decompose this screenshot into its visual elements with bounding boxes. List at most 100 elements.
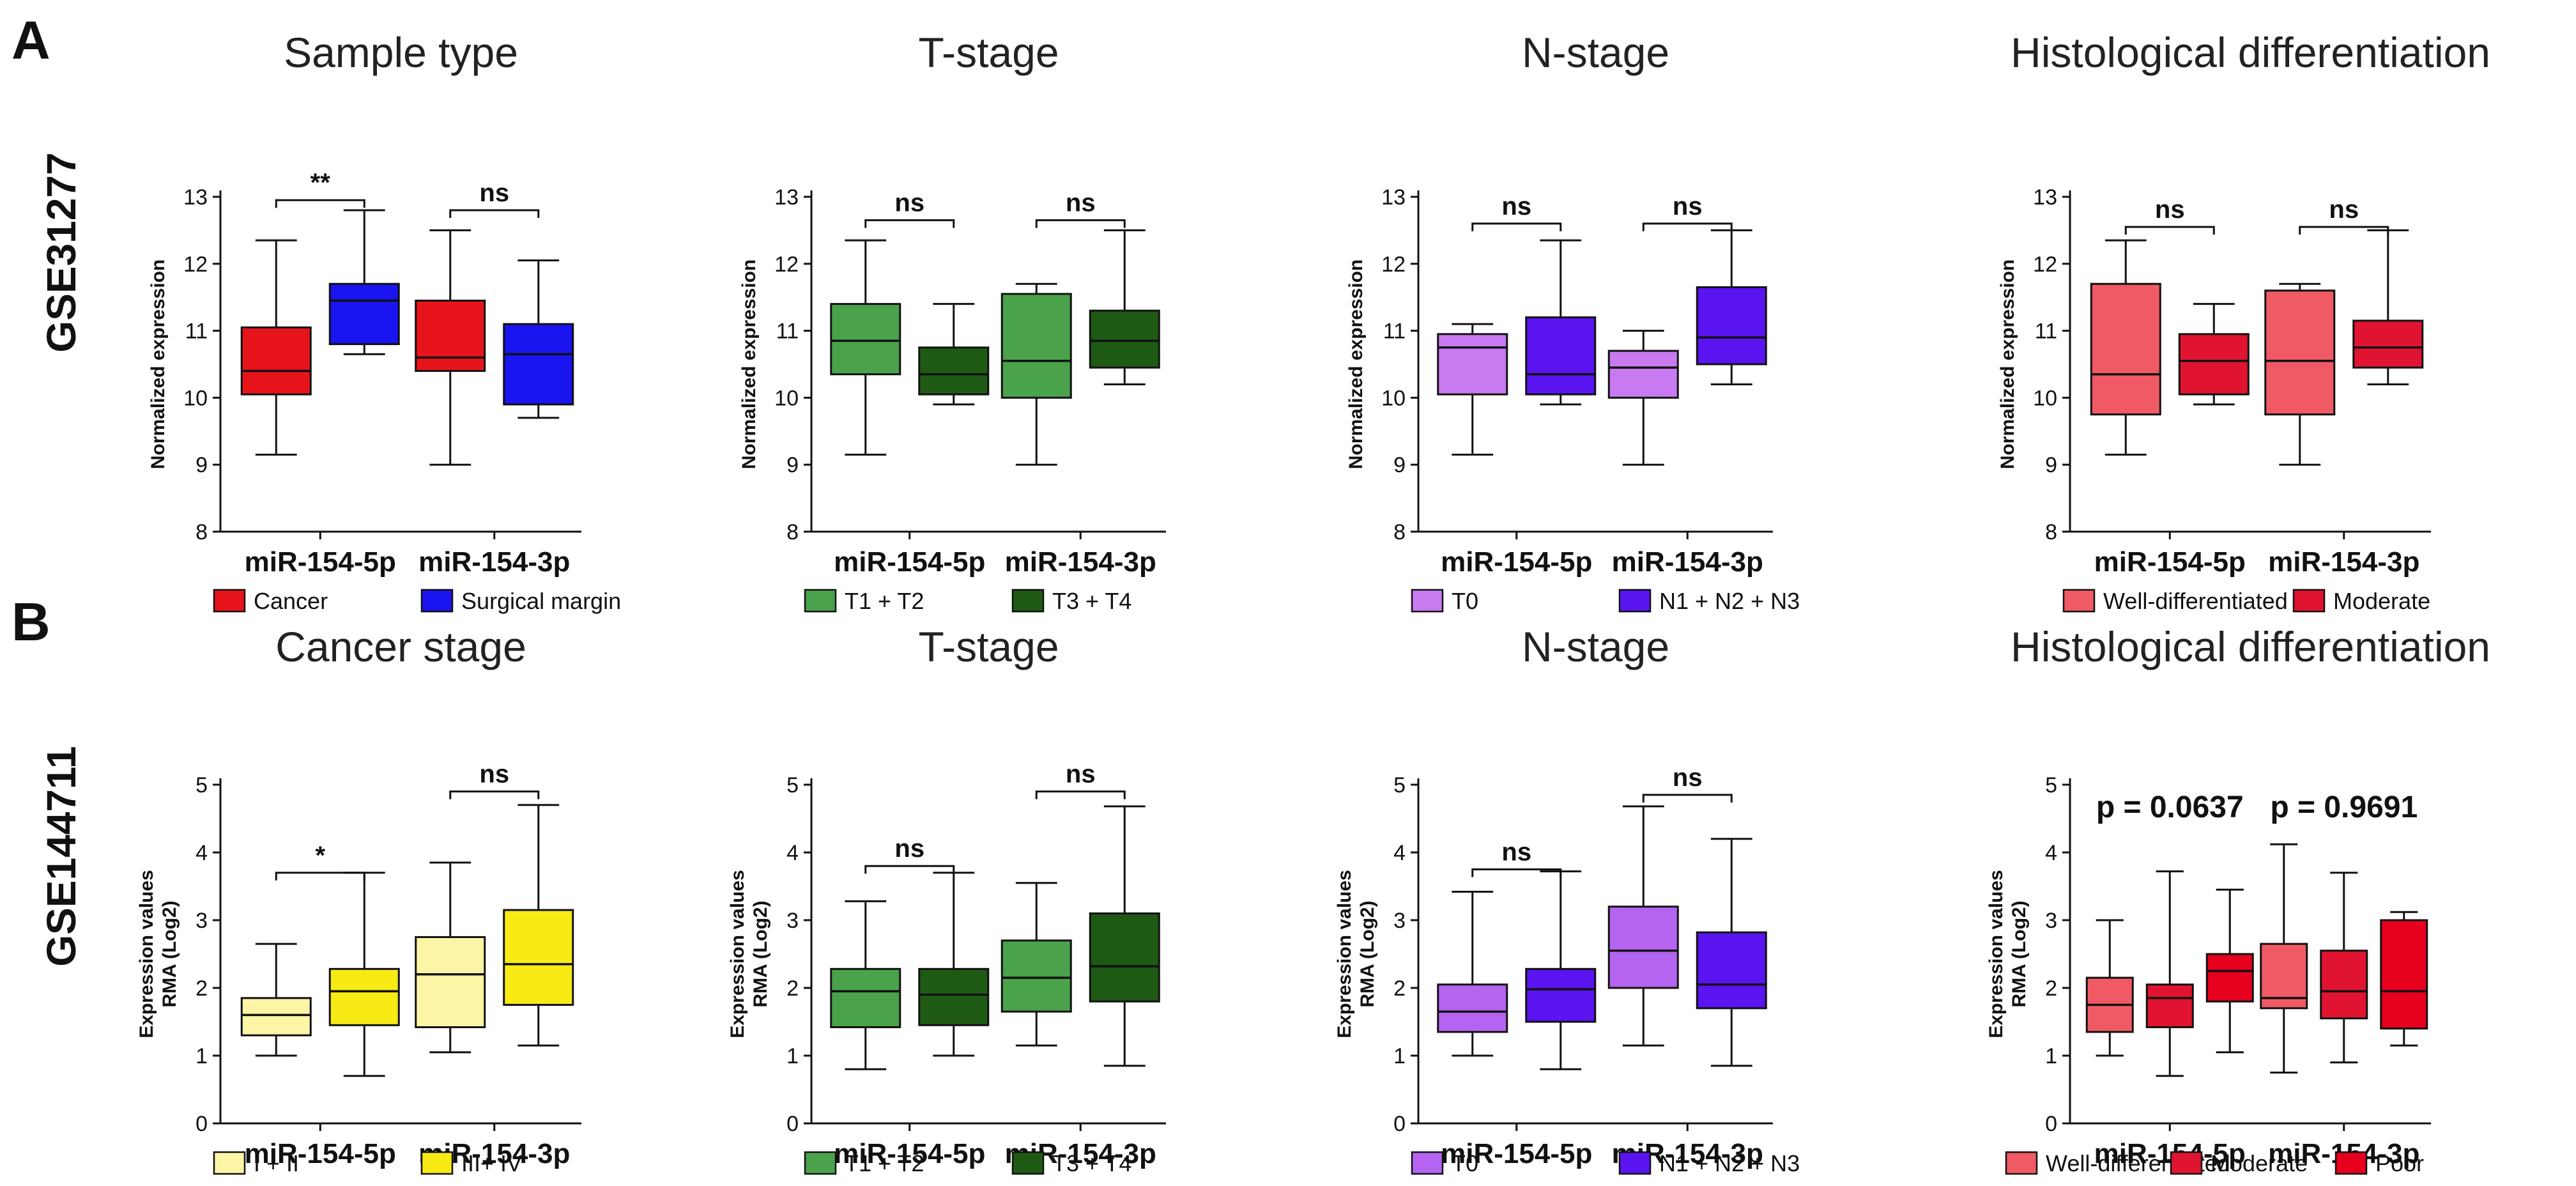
- y-tick-label: 3: [195, 909, 208, 933]
- chart-n-stage-a: N-stage Normalized expression 8 9 10 11 12 13 mi…: [1346, 29, 1800, 614]
- box-n1-n2-n3-mir-154-3p: [1696, 229, 1767, 385]
- legend-label: T0: [1452, 588, 1478, 614]
- y-tick-label: 4: [2045, 841, 2057, 865]
- y-tick-label: 10: [1381, 386, 1406, 410]
- box-cancer-mir-154-3p: [415, 229, 486, 466]
- legend: T1 + T2 T3 + T4: [804, 1150, 1131, 1176]
- box-moderate-mir-154-3p: [2320, 872, 2368, 1064]
- box-t1-t2-mir-154-5p: [830, 900, 901, 1070]
- x-tick-label-mir-154-5p: miR-154-5p: [2094, 546, 2246, 578]
- legend-swatch: [1011, 1151, 1045, 1175]
- y-tick-label: 2: [2045, 976, 2057, 1001]
- legend-swatch: [420, 1151, 454, 1175]
- y-tick-label: 0: [2045, 1112, 2057, 1136]
- box-i-ii-mir-154-5p: [240, 943, 312, 1057]
- y-tick-label: 1: [786, 1044, 799, 1068]
- chart-title: T-stage: [918, 623, 1059, 670]
- p-value-label: p = 0.9691: [2270, 790, 2418, 824]
- legend-swatch: [1011, 589, 1045, 613]
- legend-label: Moderate: [2211, 1150, 2308, 1176]
- legend-item-t1-t2: T1 + T2: [804, 1150, 924, 1176]
- y-tick-label: 1: [195, 1044, 208, 1068]
- y-tick-label: 9: [786, 453, 799, 477]
- legend-label: N1 + N2 + N3: [1659, 588, 1800, 614]
- box-iqr: [2205, 953, 2254, 1003]
- box-iqr: [2178, 333, 2250, 396]
- y-tick-label: 10: [183, 386, 208, 410]
- box-iqr: [830, 303, 901, 376]
- y-tick-label: 3: [2045, 909, 2057, 933]
- y-tick-label: 2: [1393, 976, 1406, 1001]
- significance-label: ns: [1066, 760, 1096, 789]
- y-tick-label: 4: [786, 841, 799, 865]
- legend-label: III+ IV: [461, 1150, 522, 1176]
- box-iqr: [2264, 289, 2336, 416]
- legend-swatch: [2005, 1151, 2038, 1175]
- chart-cancer-stage: Cancer stage Expression values RMA (Log2) 0…: [136, 623, 581, 1176]
- box-t3-t4-mir-154-3p: [1089, 229, 1160, 385]
- box-iqr: [2145, 983, 2194, 1028]
- legend-label: Well-differentiated: [2103, 588, 2288, 614]
- box-poor-mir-154-3p: [2380, 911, 2428, 1047]
- legend-item-n1-n2-n3: N1 + N2 + N3: [1618, 588, 1800, 614]
- box-t3-t4-mir-154-5p: [918, 303, 990, 406]
- legend-item-t3-t4: T3 + T4: [1011, 1150, 1131, 1176]
- bracket-line: [2124, 226, 2215, 235]
- chart-title: N-stage: [1522, 623, 1669, 670]
- box-cancer-mir-154-5p: [240, 239, 312, 456]
- chart-histological-differentiation-a: Histological differentiation Normalized e…: [1997, 29, 2490, 614]
- chart-n-stage-b: N-stage Expression values RMA (Log2) 0 1 2 3 4 5…: [1334, 623, 1800, 1176]
- y-axis-label: RMA (Log2): [159, 900, 180, 1007]
- x-tick-label-mir-154-5p: miR-154-5p: [834, 1138, 985, 1169]
- legend-label: Well-differentiated: [2046, 1150, 2230, 1176]
- legend-item-iii-iv: III+ IV: [420, 1150, 522, 1176]
- y-tick-label: 10: [774, 386, 799, 410]
- y-tick-label: 5: [1393, 773, 1406, 797]
- y-tick-label: 13: [2033, 185, 2057, 210]
- y-tick-label: 8: [786, 520, 799, 544]
- significance-label: *: [315, 842, 325, 870]
- dataset-label-gse31277: GSE31277: [38, 152, 84, 352]
- chart-title: Histological differentiation: [2011, 623, 2490, 670]
- box-well-differentiated-mir-154-5p: [2085, 919, 2134, 1057]
- box-well-differentiated-mir-154-5p: [2090, 239, 2161, 456]
- box-well-differentiated-mir-154-3p: [2260, 843, 2308, 1074]
- y-tick-label: 9: [1393, 453, 1406, 477]
- box-n1-n2-n3-mir-154-3p: [1696, 838, 1767, 1067]
- box-iqr: [2380, 919, 2428, 1030]
- legend-label: T3 + T4: [1052, 1150, 1131, 1176]
- bracket-line: [449, 790, 540, 799]
- legend-swatch: [804, 589, 837, 613]
- legend-item-moderate: Moderate: [2292, 588, 2430, 614]
- box-iqr: [830, 967, 901, 1028]
- significance-bracket: ns: [864, 189, 955, 228]
- significance-label: ns: [2329, 196, 2359, 224]
- significance-bracket: ns: [2124, 196, 2215, 235]
- y-tick-label: 4: [1393, 841, 1406, 865]
- box-surgical-margin-mir-154-3p: [503, 259, 574, 419]
- significance-label: ns: [479, 179, 509, 207]
- legend-swatch: [804, 1151, 837, 1175]
- y-axis-label: RMA (Log2): [750, 900, 771, 1007]
- legend: T0 N1 + N2 + N3: [1411, 1150, 1800, 1176]
- significance-label: ns: [1673, 764, 1703, 792]
- bracket-line: [2299, 226, 2389, 235]
- legend-swatch: [213, 1151, 246, 1175]
- significance-label: ns: [1066, 189, 1096, 217]
- x-tick-label-mir-154-5p: miR-154-5p: [834, 546, 985, 578]
- chart-title: N-stage: [1522, 29, 1669, 76]
- legend-item-t0: T0: [1411, 1150, 1478, 1176]
- dataset-label-gse144711: GSE144711: [38, 746, 84, 966]
- y-tick-label: 9: [195, 453, 208, 477]
- chart-t-stage-b: T-stage Expression values RMA (Log2) 0 1 2 3 4 5…: [727, 623, 1166, 1176]
- legend-item-n1-n2-n3: N1 + N2 + N3: [1618, 1150, 1800, 1176]
- bracket-line: [1035, 790, 1126, 799]
- box-moderate-mir-154-3p: [2352, 229, 2424, 385]
- y-axis-label: Normalized expression: [148, 259, 169, 469]
- box-iqr: [328, 967, 400, 1026]
- chart-t-stage-a: T-stage Normalized expression 8 9 10 11 12 13 mi…: [739, 29, 1166, 614]
- legend-label: T1 + T2: [845, 588, 924, 614]
- significance-bracket: ns: [1642, 192, 1733, 231]
- box-poor-mir-154-5p: [2205, 888, 2254, 1054]
